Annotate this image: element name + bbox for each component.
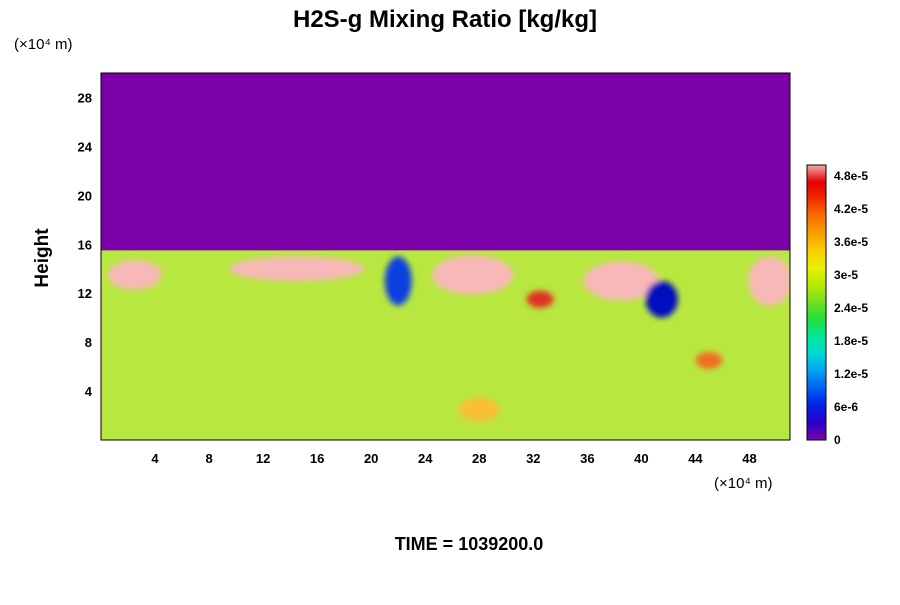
colorbar-tick-label: 4.8e-5	[834, 169, 868, 183]
y-tick-label: 16	[78, 237, 92, 252]
x-tick-label: 28	[472, 451, 486, 466]
field-feature	[526, 290, 554, 308]
y-axis: 4 8 12 16 20 24 28	[78, 90, 93, 399]
x-tick-label: 40	[634, 451, 648, 466]
field-feature	[384, 256, 412, 306]
colorbar-tick-label: 3e-5	[834, 268, 858, 282]
y-tick-label: 12	[78, 286, 92, 301]
x-tick-label: 12	[256, 451, 270, 466]
x-tick-label: 24	[418, 451, 433, 466]
x-unit-label: (×10⁴ m)	[714, 475, 773, 492]
plot-frame	[100, 72, 791, 441]
field-feature	[459, 397, 500, 422]
y-tick-label: 24	[78, 139, 93, 154]
x-tick-label: 48	[742, 451, 756, 466]
x-tick-label: 4	[151, 451, 159, 466]
colorbar-tick-label: 3.6e-5	[834, 235, 868, 249]
y-tick-label: 20	[78, 188, 92, 203]
y-axis-label: Height	[32, 228, 53, 288]
colorbar-tick-label: 2.4e-5	[834, 301, 868, 315]
x-tick-label: 36	[580, 451, 594, 466]
x-axis: 4 8 12 16 20 24 28 32 36 40 44 48	[151, 451, 756, 466]
chart-title: H2S-g Mixing Ratio [kg/kg]	[293, 6, 597, 33]
y-unit-label: (×10⁴ m)	[14, 36, 73, 53]
colorbar-tick-label: 0	[834, 433, 841, 447]
field-feature	[229, 256, 365, 281]
field-feature	[748, 256, 790, 306]
x-tick-label: 44	[688, 451, 703, 466]
time-label: TIME = 1039200.0	[395, 534, 544, 554]
field-feature	[431, 255, 514, 295]
y-tick-label: 4	[85, 384, 93, 399]
field-feature	[583, 261, 659, 301]
field-feature	[107, 260, 162, 290]
y-tick-label: 28	[78, 90, 92, 105]
x-tick-label: 16	[310, 451, 324, 466]
colorbar-tick-label: 4.2e-5	[834, 202, 868, 216]
y-tick-label: 8	[85, 335, 92, 350]
x-tick-label: 8	[205, 451, 212, 466]
colorbar-tick-label: 6e-6	[834, 400, 858, 414]
colorbar	[806, 164, 827, 441]
colorbar-tick-label: 1.2e-5	[834, 367, 868, 381]
colorbar-ticks: 0 6e-6 1.2e-5 1.8e-5 2.4e-5 3e-5 3.6e-5 4.2e-5 4…	[834, 169, 868, 447]
x-tick-label: 32	[526, 451, 540, 466]
x-tick-label: 20	[364, 451, 378, 466]
heatmap-field	[101, 73, 790, 440]
colorbar-tick-label: 1.8e-5	[834, 334, 868, 348]
field-feature	[645, 280, 678, 318]
field-feature	[695, 351, 723, 370]
